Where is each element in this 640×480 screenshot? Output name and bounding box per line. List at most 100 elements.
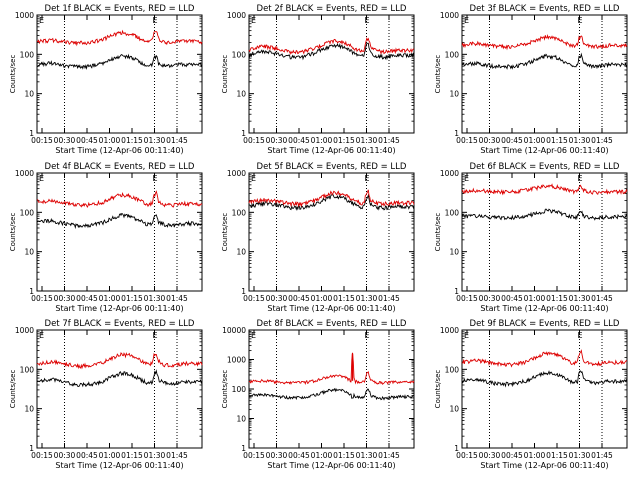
x-axis-label: Start Time (12-Apr-06 00:11:40)	[267, 146, 395, 155]
series-line-lld	[462, 183, 628, 196]
x-tick-label: 01:30	[569, 294, 591, 303]
x-tick-label: 00:15	[31, 451, 53, 460]
x-axis-label: Start Time (12-Apr-06 00:11:40)	[55, 146, 183, 155]
series-line-events	[461, 370, 628, 388]
y-axis-label: Counts/sec	[221, 370, 229, 409]
plot-frame	[36, 329, 203, 449]
y-tick-label: 1	[454, 287, 459, 296]
x-tick-label: 01:00	[99, 136, 121, 145]
x-tick-label: 01:45	[166, 294, 188, 303]
y-tick-label: 1000	[227, 356, 246, 365]
chart-panel-6f: Det 6f BLACK = Events, RED = LLDEE110100…	[434, 162, 628, 313]
flag-label: E	[464, 331, 469, 340]
y-tick-label: 10	[236, 90, 246, 99]
x-axis-label: Start Time (12-Apr-06 00:11:40)	[55, 461, 183, 470]
y-tick-label: 10	[24, 248, 34, 257]
y-tick-label: 100	[20, 50, 35, 59]
flag-label: E	[153, 331, 158, 340]
flag-label: E	[39, 331, 44, 340]
x-tick-label: 00:30	[54, 294, 76, 303]
y-tick-label: 10	[24, 90, 34, 99]
x-tick-label: 00:15	[456, 451, 478, 460]
plot-frame	[248, 172, 415, 292]
chart-panel-1f: Det 1f BLACK = Events, RED = LLDEE110100…	[9, 4, 203, 155]
flag-label: E	[251, 331, 256, 340]
chart-panel-3f: Det 3f BLACK = Events, RED = LLDEE110100…	[434, 4, 628, 155]
y-tick-label: 1	[454, 129, 459, 138]
chart-panel-2f: Det 2f BLACK = Events, RED = LLDEE110100…	[221, 4, 415, 155]
chart-title: Det 9f BLACK = Events, RED = LLD	[470, 319, 620, 329]
x-tick-label: 00:15	[31, 136, 53, 145]
x-tick-label: 00:30	[266, 136, 288, 145]
x-tick-label: 00:30	[479, 451, 501, 460]
x-tick-label: 01:30	[144, 451, 166, 460]
plot-frame	[461, 329, 628, 449]
series-line-lld	[36, 352, 203, 370]
y-tick-label: 1	[241, 129, 246, 138]
flag-label: E	[251, 16, 256, 25]
chart-title: Det 6f BLACK = Events, RED = LLD	[470, 162, 620, 172]
y-tick-label: 100	[232, 50, 247, 59]
x-axis-label: Start Time (12-Apr-06 00:11:40)	[267, 461, 395, 470]
x-tick-label: 00:15	[456, 136, 478, 145]
flag-label: E	[153, 16, 158, 25]
plot-frame	[461, 14, 628, 134]
x-tick-label: 01:30	[356, 451, 378, 460]
y-axis-label: Counts/sec	[9, 370, 17, 409]
chart-panel-4f: Det 4f BLACK = Events, RED = LLDEE110100…	[9, 162, 203, 313]
y-tick-label: 1000	[440, 169, 459, 178]
chart-title: Det 1f BLACK = Events, RED = LLD	[45, 4, 195, 14]
x-axis-label: Start Time (12-Apr-06 00:11:40)	[480, 304, 608, 313]
chart-title: Det 3f BLACK = Events, RED = LLD	[470, 4, 620, 14]
y-tick-label: 1000	[15, 169, 34, 178]
x-axis-label: Start Time (12-Apr-06 00:11:40)	[267, 304, 395, 313]
x-tick-label: 01:15	[121, 451, 143, 460]
y-tick-label: 1000	[15, 11, 34, 20]
series-line-events	[248, 193, 415, 211]
y-tick-label: 1000	[227, 169, 246, 178]
x-tick-label: 01:15	[121, 136, 143, 145]
x-tick-label: 01:45	[378, 136, 400, 145]
chart-panel-8f: Det 8f BLACK = Events, RED = LLDEE110100…	[221, 319, 415, 470]
series-line-lld	[461, 349, 628, 368]
y-tick-label: 100	[445, 208, 460, 217]
series-line-events	[36, 53, 203, 71]
series-line-lld	[248, 352, 415, 386]
x-tick-label: 01:30	[356, 294, 378, 303]
x-tick-label: 01:00	[99, 294, 121, 303]
series-line-events	[461, 208, 628, 221]
x-tick-label: 01:45	[378, 451, 400, 460]
x-tick-label: 00:15	[456, 294, 478, 303]
chart-panel-9f: Det 9f BLACK = Events, RED = LLDEE110100…	[434, 319, 628, 470]
y-axis-label: Counts/sec	[221, 213, 229, 252]
y-tick-label: 1	[241, 444, 246, 453]
chart-title: Det 7f BLACK = Events, RED = LLD	[45, 319, 195, 329]
chart-title: Det 2f BLACK = Events, RED = LLD	[257, 4, 407, 14]
x-tick-label: 01:45	[591, 294, 613, 303]
x-tick-label: 00:30	[479, 136, 501, 145]
x-tick-label: 00:15	[31, 294, 53, 303]
y-axis-label: Counts/sec	[434, 213, 442, 252]
flag-label: E	[365, 331, 370, 340]
flag-label: E	[39, 16, 44, 25]
x-tick-label: 01:00	[99, 451, 121, 460]
y-tick-label: 100	[445, 365, 460, 374]
x-tick-label: 01:15	[333, 294, 355, 303]
y-tick-label: 10000	[222, 326, 246, 335]
x-tick-label: 00:30	[54, 451, 76, 460]
plot-frame	[461, 172, 628, 292]
chart-title: Det 5f BLACK = Events, RED = LLD	[257, 162, 407, 172]
plot-frame	[36, 172, 203, 292]
x-tick-label: 00:45	[501, 294, 523, 303]
x-tick-label: 01:00	[311, 136, 333, 145]
y-tick-label: 1000	[440, 11, 459, 20]
series-line-events	[248, 42, 415, 61]
flag-label: E	[251, 174, 256, 183]
y-tick-label: 1000	[440, 326, 459, 335]
series-line-lld	[248, 189, 415, 208]
x-tick-label: 00:15	[243, 451, 265, 460]
y-tick-label: 1000	[227, 11, 246, 20]
y-axis-label: Counts/sec	[9, 55, 17, 94]
plot-frame	[248, 329, 415, 449]
